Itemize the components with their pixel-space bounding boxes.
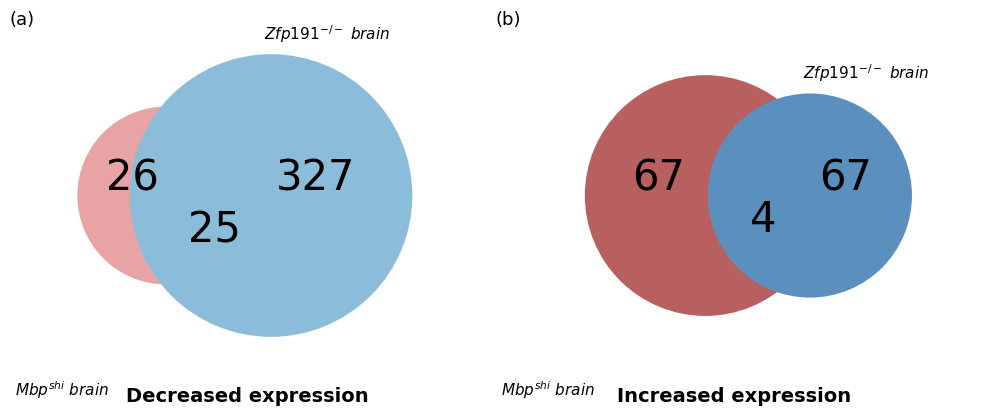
Text: 4: 4 <box>750 199 776 240</box>
Text: 67: 67 <box>632 157 685 199</box>
Text: 327: 327 <box>276 157 355 199</box>
Text: 26: 26 <box>106 157 158 199</box>
Text: (a): (a) <box>9 11 34 28</box>
Text: $Mbp^{shi}$ brain: $Mbp^{shi}$ brain <box>15 378 108 400</box>
Text: $Mbp^{shi}$ brain: $Mbp^{shi}$ brain <box>501 378 595 400</box>
Circle shape <box>584 76 826 316</box>
Circle shape <box>707 94 912 298</box>
Text: 25: 25 <box>188 209 241 251</box>
Circle shape <box>130 55 412 337</box>
Text: $Zfp191^{-/-}$ brain: $Zfp191^{-/-}$ brain <box>803 62 930 84</box>
Text: (b): (b) <box>496 11 522 28</box>
Text: Decreased expression: Decreased expression <box>126 386 369 405</box>
Text: $Zfp191^{-/-}$ brain: $Zfp191^{-/-}$ brain <box>265 23 391 45</box>
Text: 67: 67 <box>819 157 872 199</box>
Text: Increased expression: Increased expression <box>617 386 851 405</box>
Circle shape <box>78 107 255 285</box>
